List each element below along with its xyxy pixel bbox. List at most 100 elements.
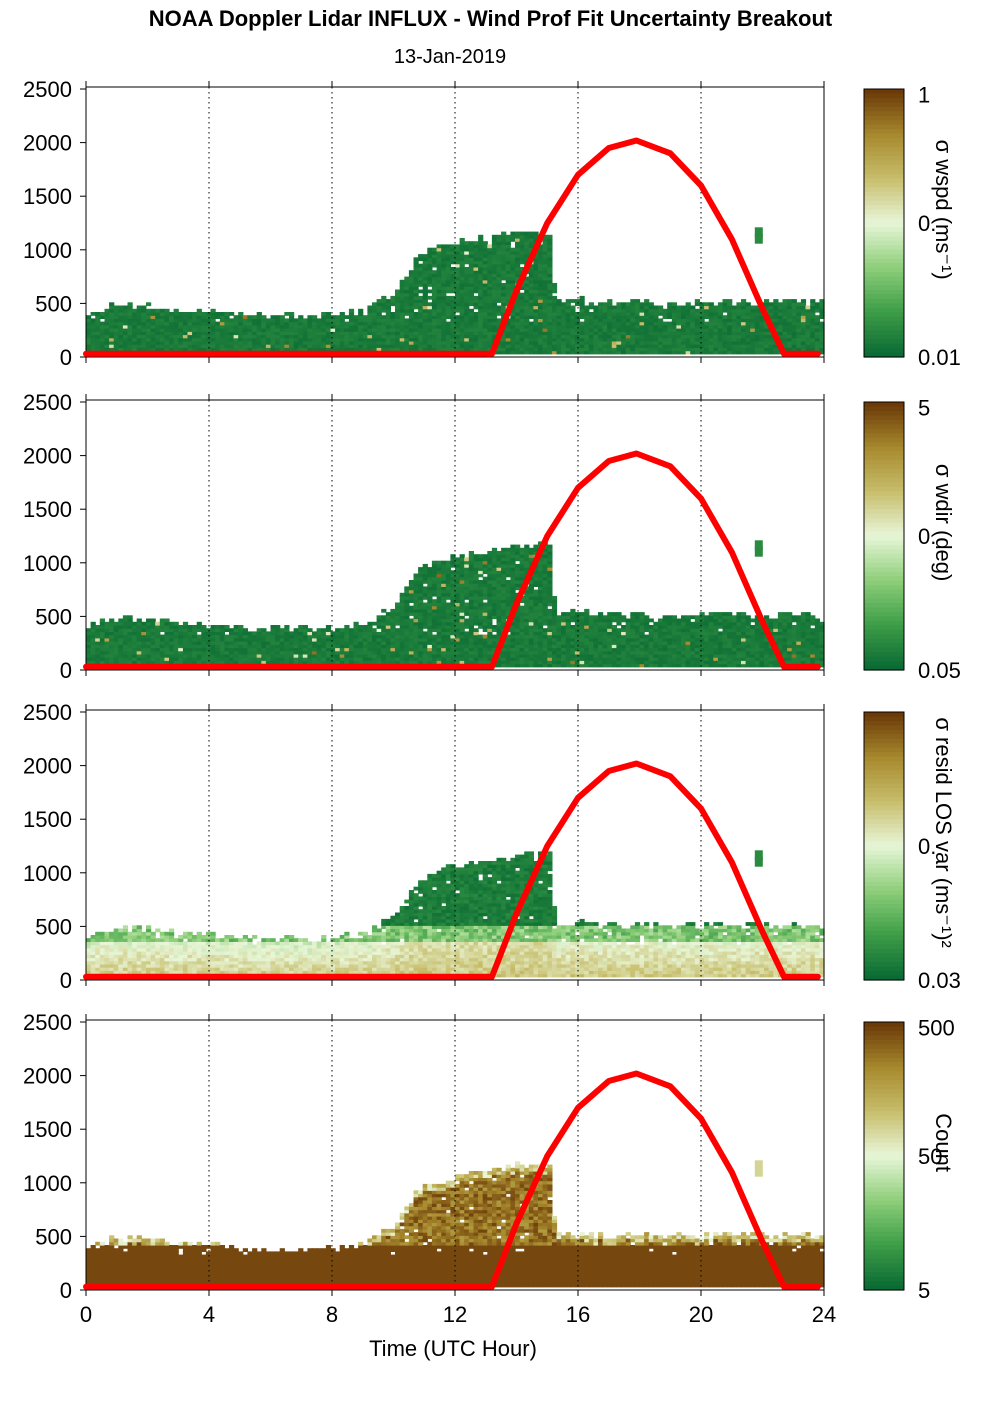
heatmap-cell bbox=[376, 321, 382, 326]
heatmap-cell bbox=[445, 286, 451, 290]
heatmap-cell bbox=[210, 337, 216, 342]
heatmap-cell bbox=[169, 641, 175, 645]
heatmap-cell bbox=[455, 299, 461, 303]
heatmap-cell bbox=[473, 267, 479, 271]
heatmap-cell bbox=[118, 660, 124, 665]
heatmap-cell bbox=[210, 315, 216, 319]
heatmap-cell bbox=[445, 270, 451, 274]
heatmap-cell bbox=[473, 276, 479, 281]
heatmap-cell bbox=[201, 337, 207, 342]
heatmap-cell bbox=[496, 308, 502, 313]
heatmap-cell bbox=[150, 318, 156, 323]
heatmap-cell bbox=[265, 334, 272, 339]
heatmap-cell bbox=[279, 315, 285, 319]
heatmap-cell bbox=[104, 340, 110, 345]
heatmap-cell bbox=[524, 257, 530, 262]
heatmap-cell bbox=[422, 283, 428, 287]
heatmap-cell bbox=[90, 621, 96, 626]
heatmap-cell bbox=[136, 315, 142, 319]
heatmap-cell bbox=[289, 334, 295, 339]
heatmap-cell bbox=[344, 641, 350, 645]
heatmap-cell bbox=[478, 267, 484, 271]
heatmap-cell bbox=[533, 324, 539, 329]
heatmap-cell bbox=[431, 328, 438, 332]
heatmap-cell bbox=[418, 567, 424, 571]
heatmap-cell bbox=[192, 324, 198, 329]
heatmap-cell bbox=[547, 295, 553, 300]
heatmap-cell bbox=[104, 344, 110, 348]
heatmap-cell bbox=[136, 318, 142, 323]
heatmap-cell bbox=[399, 324, 405, 329]
heatmap-cell bbox=[431, 283, 438, 287]
heatmap-cell bbox=[325, 625, 332, 629]
heatmap-cell bbox=[376, 347, 382, 352]
heatmap-cell bbox=[759, 328, 765, 332]
heatmap-cell bbox=[501, 234, 507, 239]
heatmap-cell bbox=[302, 660, 308, 665]
heatmap-cell bbox=[565, 305, 571, 310]
heatmap-cell bbox=[468, 340, 474, 345]
heatmap-cell bbox=[238, 340, 244, 345]
heatmap-cell bbox=[598, 318, 604, 323]
heatmap-cell bbox=[335, 641, 341, 645]
heatmap-cell bbox=[210, 660, 216, 665]
heatmap-cell bbox=[155, 312, 161, 316]
heatmap-cell bbox=[602, 321, 608, 326]
heatmap-cell bbox=[482, 250, 488, 255]
heatmap-cell bbox=[127, 328, 133, 332]
heatmap-cell bbox=[496, 321, 502, 326]
heatmap-cell bbox=[418, 276, 424, 281]
heatmap-cell bbox=[353, 334, 359, 339]
heatmap-cell bbox=[418, 318, 424, 323]
heatmap-cell bbox=[436, 560, 442, 565]
heatmap-cell bbox=[399, 641, 405, 645]
colorbar-segment bbox=[864, 97, 904, 103]
heatmap-cell bbox=[455, 254, 461, 258]
heatmap-cell bbox=[542, 312, 548, 316]
heatmap-cell bbox=[491, 283, 498, 287]
heatmap-cell bbox=[464, 270, 470, 274]
heatmap-cell bbox=[538, 244, 544, 249]
heatmap-cell bbox=[372, 628, 378, 632]
heatmap-cell bbox=[533, 331, 539, 336]
heatmap-cell bbox=[478, 244, 484, 249]
heatmap-cell bbox=[408, 621, 415, 626]
heatmap-cell bbox=[602, 315, 608, 319]
heatmap-cell bbox=[265, 660, 272, 665]
heatmap-cell bbox=[109, 344, 115, 348]
heatmap-cell bbox=[242, 337, 248, 342]
heatmap-cell bbox=[598, 331, 604, 336]
heatmap-cell bbox=[339, 337, 345, 342]
heatmap-cell bbox=[169, 318, 175, 323]
heatmap-cell bbox=[487, 267, 493, 271]
heatmap-cell bbox=[450, 312, 456, 316]
heatmap-cell bbox=[427, 340, 433, 345]
heatmap-cell bbox=[372, 334, 378, 339]
y-tick-label: 500 bbox=[35, 291, 72, 316]
heatmap-cell bbox=[524, 276, 530, 281]
heatmap-cell bbox=[478, 560, 484, 565]
heatmap-cell bbox=[118, 334, 124, 339]
heatmap-cell bbox=[431, 260, 438, 265]
heatmap-cell bbox=[538, 289, 544, 294]
heatmap-cell bbox=[611, 308, 617, 313]
heatmap-cell bbox=[450, 289, 456, 294]
heatmap-cell bbox=[325, 334, 332, 339]
heatmap-cell bbox=[468, 299, 474, 303]
heatmap-cell bbox=[491, 324, 498, 329]
colorbar-segment bbox=[864, 285, 904, 291]
heatmap-cell bbox=[538, 580, 544, 584]
heatmap-cell bbox=[118, 618, 124, 623]
heatmap-cell bbox=[201, 660, 207, 665]
heatmap-cell bbox=[150, 641, 156, 645]
heatmap-cell bbox=[455, 321, 461, 326]
heatmap-cell bbox=[445, 347, 451, 352]
heatmap-cell bbox=[146, 618, 152, 623]
heatmap-cell bbox=[478, 247, 484, 252]
heatmap-cell bbox=[242, 315, 248, 319]
heatmap-cell bbox=[210, 312, 216, 316]
heatmap-cell bbox=[233, 328, 239, 332]
heatmap-cell bbox=[385, 318, 391, 323]
heatmap-cell bbox=[233, 318, 239, 323]
heatmap-cell bbox=[491, 331, 498, 336]
